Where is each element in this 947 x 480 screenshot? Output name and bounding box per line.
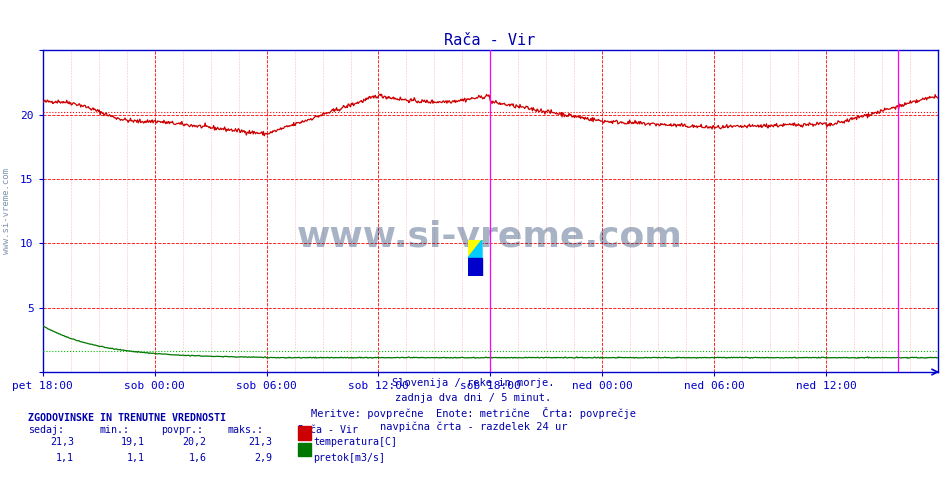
Text: Rača - Vir: Rača - Vir	[298, 425, 358, 435]
Text: www.si-vreme.com: www.si-vreme.com	[2, 168, 11, 254]
Bar	[298, 443, 311, 456]
Text: sedaj:: sedaj:	[28, 425, 64, 435]
Text: 19,1: 19,1	[121, 437, 145, 447]
Polygon shape	[468, 240, 482, 258]
Text: ZGODOVINSKE IN TRENUTNE VREDNOSTI: ZGODOVINSKE IN TRENUTNE VREDNOSTI	[28, 413, 226, 423]
Text: Meritve: povprečne  Enote: metrične  Črta: povprečje: Meritve: povprečne Enote: metrične Črta:…	[311, 407, 636, 419]
Text: 20,2: 20,2	[183, 437, 206, 447]
Polygon shape	[468, 240, 482, 258]
Text: 1,6: 1,6	[188, 453, 206, 463]
Title: Rača - Vir: Rača - Vir	[444, 33, 536, 48]
Text: www.si-vreme.com: www.si-vreme.com	[297, 220, 683, 254]
Text: pretok[m3/s]: pretok[m3/s]	[313, 453, 385, 463]
Text: Slovenija / reke in morje.: Slovenija / reke in morje.	[392, 378, 555, 388]
Polygon shape	[468, 258, 482, 276]
Text: navpična črta - razdelek 24 ur: navpična črta - razdelek 24 ur	[380, 421, 567, 432]
Text: temperatura[C]: temperatura[C]	[313, 437, 398, 447]
Text: povpr.:: povpr.:	[161, 425, 203, 435]
Text: 2,9: 2,9	[255, 453, 273, 463]
Text: min.:: min.:	[99, 425, 130, 435]
Text: 1,1: 1,1	[127, 453, 145, 463]
Text: 21,3: 21,3	[249, 437, 273, 447]
Text: 21,3: 21,3	[50, 437, 74, 447]
Text: zadnja dva dni / 5 minut.: zadnja dva dni / 5 minut.	[396, 393, 551, 403]
Bar	[298, 426, 311, 440]
Text: 1,1: 1,1	[56, 453, 74, 463]
Text: maks.:: maks.:	[227, 425, 263, 435]
